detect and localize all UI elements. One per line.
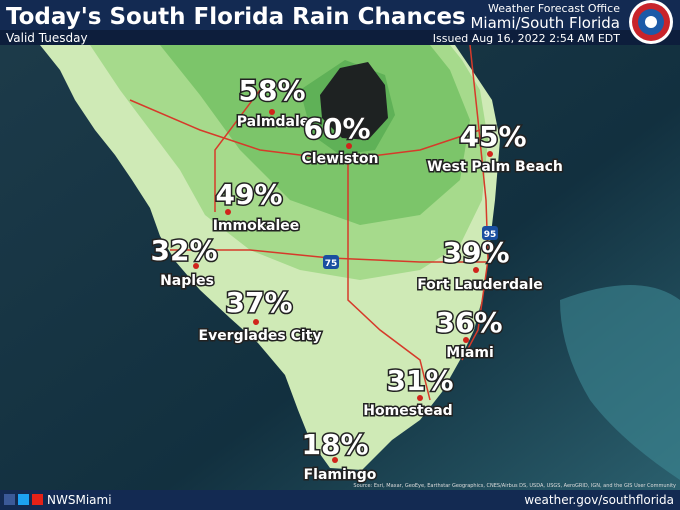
youtube-icon[interactable] — [32, 494, 43, 505]
shallows — [560, 285, 680, 480]
city-dot — [332, 457, 338, 463]
city-name: Flamingo — [304, 467, 377, 483]
attribution: Source: Esri, Maxar, GeoEye, Earthstar G… — [353, 483, 676, 489]
city-dot — [473, 267, 479, 273]
city-name: Palmdale — [237, 114, 309, 130]
city-name: West Palm Beach — [427, 159, 563, 175]
road-label: 95 — [484, 230, 497, 240]
header-subbar — [0, 30, 680, 45]
city-name: Fort Lauderdale — [417, 277, 543, 293]
website: weather.gov/southflorida — [524, 493, 674, 507]
title: Today's South Florida Rain Chances — [6, 4, 466, 30]
rain-chance: 32% — [150, 234, 217, 267]
city-name: Clewiston — [302, 151, 379, 167]
region: Miami/South Florida — [470, 14, 620, 32]
city-dot — [463, 337, 469, 343]
rain-chance: 39% — [442, 236, 509, 269]
rain-chance: 49% — [215, 178, 282, 211]
city-dot — [417, 395, 423, 401]
valid-time: Valid Tuesday — [6, 31, 88, 45]
nws-logo — [629, 0, 673, 44]
city-dot — [193, 263, 199, 269]
rain-chance: 58% — [238, 74, 305, 107]
footer-bar — [0, 490, 680, 510]
shield-95: 95 — [482, 226, 498, 240]
shield-75: 75 — [323, 255, 339, 269]
office: Weather Forecast Office — [488, 2, 620, 15]
rain-chance: 60% — [303, 112, 370, 145]
city-dot — [346, 143, 352, 149]
social-handle: NWSMiami — [47, 493, 112, 507]
city-name: Naples — [160, 273, 214, 289]
issued: Issued Aug 16, 2022 2:54 AM EDT — [433, 32, 621, 45]
twitter-icon[interactable] — [18, 494, 29, 505]
city-dot — [225, 209, 231, 215]
city-name: Homestead — [363, 403, 452, 419]
rain-chance: 45% — [459, 120, 526, 153]
rain-chance: 36% — [435, 306, 502, 339]
city-name: Everglades City — [199, 328, 322, 344]
city-name: Immokalee — [213, 218, 300, 234]
facebook-icon[interactable] — [4, 494, 15, 505]
lake-okeechobee — [320, 62, 388, 140]
rain-chance: 37% — [225, 286, 292, 319]
city-dot — [487, 151, 493, 157]
rain-chance: 18% — [301, 428, 368, 461]
city-dot — [269, 109, 275, 115]
road-label: 75 — [325, 259, 338, 269]
rain-chance: 31% — [386, 364, 453, 397]
city-name: Miami — [446, 345, 494, 361]
city-dot — [253, 319, 259, 325]
header-bar — [0, 0, 680, 30]
